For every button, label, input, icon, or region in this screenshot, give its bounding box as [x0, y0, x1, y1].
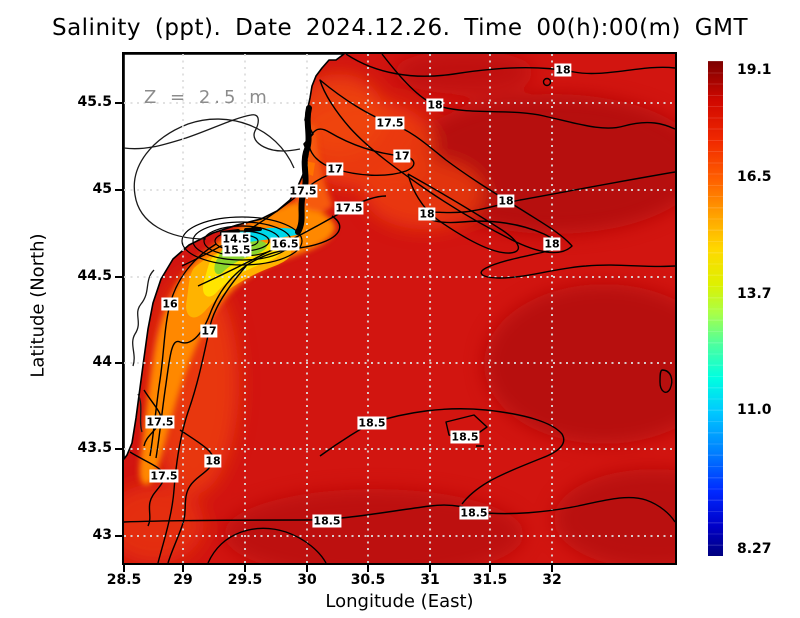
x-tick-mark [123, 565, 125, 572]
x-tick-label: 30 [297, 572, 317, 588]
x-tick-mark [243, 565, 246, 572]
contour-label: 18.5 [357, 416, 387, 430]
y-tick-label: 44 [92, 354, 112, 370]
y-tick-mark [115, 535, 122, 538]
colorbar-tick-label: 13.7 [737, 285, 772, 302]
map-plot-area: Z = 2.5 m 18 18 17.5 17 17 17.5 17.5 18 18 18 16.5… [122, 52, 677, 565]
x-tick-label: 31.5 [472, 572, 508, 588]
x-axis-title: Longitude (East) [325, 591, 474, 612]
contour-label: 18 [497, 194, 515, 208]
chart-title: Salinity (ppt). Date 2024.12.26. Time 00… [51, 15, 749, 41]
contour-label: 17.5 [334, 201, 364, 215]
contour-label: 17 [393, 149, 411, 163]
plume-orange [139, 202, 336, 485]
y-tick-mark [115, 362, 122, 364]
colorbar-tick-label: 19.1 [737, 61, 772, 78]
y-axis-title: Latitude (North) [27, 233, 49, 378]
contour-label: 14.5 [221, 232, 251, 246]
x-tick-label: 31 [420, 572, 440, 588]
x-tick-label: 32 [542, 572, 562, 588]
contour-label: 17.5 [288, 184, 318, 198]
y-tick-mark [115, 102, 122, 105]
y-tick-mark [115, 275, 122, 278]
x-tick-label: 29.5 [227, 572, 263, 588]
colorbar [708, 61, 723, 556]
contour-label: 17 [200, 324, 218, 338]
contour-label: 17 [326, 162, 344, 176]
y-tick-label: 44.5 [77, 267, 112, 284]
contour-label: 18 [426, 98, 444, 112]
y-tick-label: 43.5 [77, 439, 112, 456]
contour-label: 18 [418, 207, 436, 221]
contour-label: 16.5 [270, 237, 300, 251]
x-tick-mark [366, 565, 369, 572]
colorbar-tick-label: 8.27 [737, 540, 772, 557]
x-tick-label: 29 [173, 572, 193, 588]
x-tick-mark [488, 565, 491, 572]
contour-label: 18.5 [312, 514, 342, 528]
contour-label: 18 [204, 454, 222, 468]
contour-label: 15.5 [222, 243, 252, 257]
x-tick-label: 28.5 [106, 572, 142, 588]
x-tick-mark [551, 565, 554, 572]
colorbar-tick-label: 11.0 [737, 401, 772, 418]
salinity-map [124, 54, 675, 563]
contour-label: 16 [161, 297, 179, 311]
contour-label: 18 [554, 63, 572, 77]
x-tick-mark [429, 565, 432, 572]
contour-label: 18.5 [459, 506, 489, 520]
contour-label: 17.5 [149, 469, 179, 483]
x-tick-mark [182, 565, 184, 572]
y-tick-label: 45 [92, 181, 112, 197]
contour-label: 18 [543, 237, 561, 251]
depth-annotation: Z = 2.5 m [144, 87, 271, 108]
y-tick-mark [115, 189, 122, 191]
x-tick-label: 30.5 [350, 572, 386, 588]
inland-outlines [124, 114, 301, 433]
colorbar-tick-label: 16.5 [737, 169, 772, 186]
x-tick-mark [305, 565, 308, 572]
contour-label: 17.5 [145, 415, 175, 429]
graticule [124, 54, 675, 563]
contour-label: 17.5 [375, 116, 405, 130]
y-tick-mark [115, 447, 122, 450]
y-tick-label: 43 [92, 527, 112, 544]
contour-label: 18.5 [450, 430, 480, 444]
y-tick-label: 45.5 [77, 94, 112, 111]
